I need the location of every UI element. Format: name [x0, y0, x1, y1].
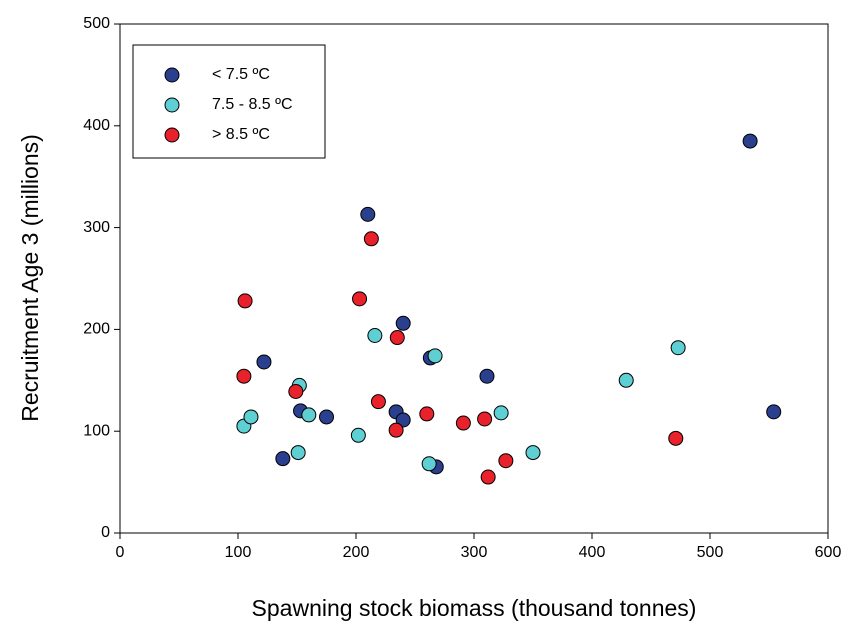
point: [670, 340, 686, 356]
point: [419, 406, 435, 422]
x-tick-label: 600: [815, 544, 842, 561]
point: [498, 453, 514, 469]
y-tick-label: 200: [83, 321, 110, 338]
x-tick-label: 400: [579, 544, 606, 561]
point: [256, 354, 272, 370]
legend-box: [132, 44, 326, 159]
x-tick-label: 300: [461, 544, 488, 561]
point: [480, 469, 496, 485]
x-axis-title: Spawning stock biomass (thousand tonnes): [252, 595, 697, 621]
point: [395, 315, 411, 331]
point: [352, 291, 368, 307]
point: [455, 415, 471, 431]
legend-marker: [164, 97, 180, 113]
point: [395, 412, 411, 428]
x-tick-label: 200: [343, 544, 370, 561]
legend-marker: [164, 67, 180, 83]
legend-label: 7.5 - 8.5 ºC: [212, 96, 293, 113]
y-tick-label: 300: [83, 219, 110, 236]
point: [360, 206, 376, 222]
point: [766, 404, 782, 420]
point: [288, 383, 304, 399]
x-tick-label: 500: [697, 544, 724, 561]
point: [742, 133, 758, 149]
point: [525, 445, 541, 461]
x-tick-label: 100: [225, 544, 252, 561]
legend-label: > 8.5 ºC: [212, 126, 270, 143]
point: [275, 451, 291, 467]
legend-marker: [164, 127, 180, 143]
point: [389, 330, 405, 346]
point: [243, 409, 259, 425]
legend-label: < 7.5 ºC: [212, 66, 270, 83]
point: [370, 394, 386, 410]
point: [493, 405, 509, 421]
point: [427, 348, 443, 364]
point: [301, 407, 317, 423]
point: [388, 422, 404, 438]
point: [618, 372, 634, 388]
point: [477, 411, 493, 427]
x-tick-label: 0: [116, 544, 125, 561]
y-tick-label: 100: [83, 422, 110, 439]
point: [236, 368, 252, 384]
point: [668, 430, 684, 446]
point: [363, 231, 379, 247]
y-tick-label: 0: [101, 524, 110, 541]
point: [350, 427, 366, 443]
point: [237, 293, 253, 309]
y-axis-title: Recruitment Age 3 (millions): [17, 134, 43, 422]
point: [319, 409, 334, 425]
y-tick-label: 400: [83, 117, 110, 134]
point: [479, 368, 495, 384]
point: [421, 456, 437, 472]
y-tick-label: 500: [83, 15, 110, 32]
point: [290, 445, 306, 461]
point: [367, 328, 383, 344]
